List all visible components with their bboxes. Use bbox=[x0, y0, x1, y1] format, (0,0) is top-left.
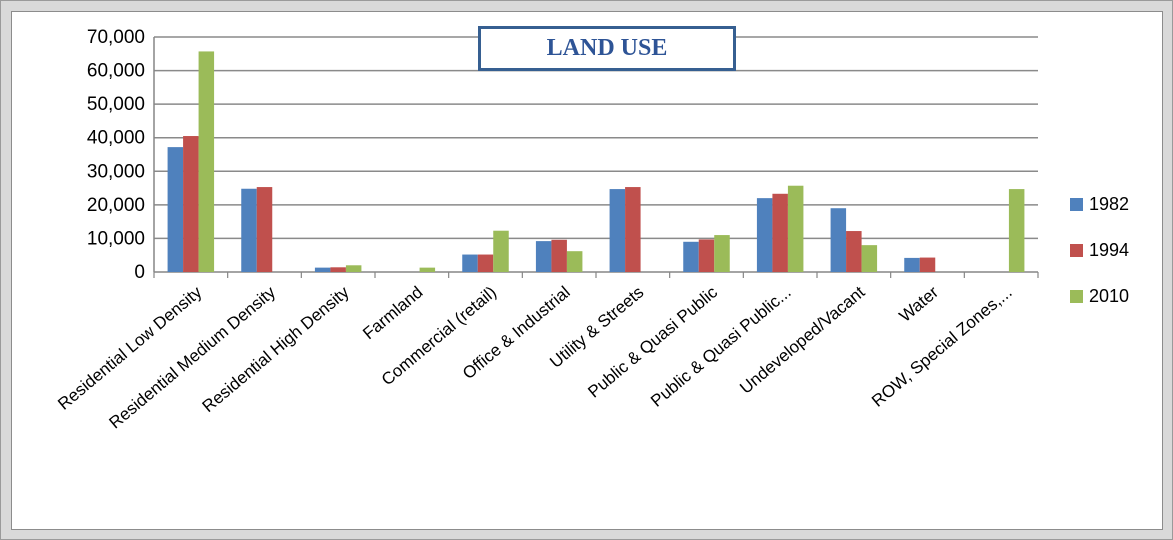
y-tick-label: 30,000 bbox=[87, 161, 145, 182]
bar-2010 bbox=[419, 267, 436, 272]
y-tick-label: 40,000 bbox=[87, 128, 145, 149]
bar-1994 bbox=[772, 193, 788, 272]
y-tick-label: 10,000 bbox=[87, 228, 145, 249]
bar-1982 bbox=[241, 188, 257, 272]
bar-1982 bbox=[756, 198, 773, 272]
legend-swatch-1994 bbox=[1070, 243, 1083, 257]
x-tick-label: Public & Quasi Public bbox=[584, 282, 721, 401]
bar-1994 bbox=[183, 136, 199, 272]
y-tick-label: 50,000 bbox=[87, 94, 145, 115]
bar-1994 bbox=[477, 254, 494, 272]
legend-swatch-2010 bbox=[1070, 289, 1083, 303]
x-tick-label: Farmland bbox=[359, 283, 426, 344]
legend: 1982 1994 2010 bbox=[1070, 193, 1160, 331]
bar-2010 bbox=[861, 245, 878, 272]
chart-title-text: LAND USE bbox=[546, 35, 668, 61]
y-tick-label: 20,000 bbox=[87, 195, 145, 216]
y-tick-label: 0 bbox=[134, 262, 145, 283]
chart-title: LAND USE bbox=[478, 26, 736, 71]
y-tick-label: 70,000 bbox=[87, 27, 145, 48]
bar-2010 bbox=[1008, 189, 1025, 272]
bar-2010 bbox=[566, 251, 583, 272]
bar-1982 bbox=[683, 241, 699, 272]
y-tick-label: 60,000 bbox=[87, 61, 145, 82]
bar-2010 bbox=[493, 230, 509, 272]
x-tick-label: Water bbox=[896, 282, 943, 326]
bar-1994 bbox=[919, 257, 936, 272]
x-tick-label: Residential Low Density bbox=[54, 282, 206, 413]
bar-2010 bbox=[714, 235, 730, 272]
bar-1982 bbox=[904, 257, 920, 272]
legend-item-1982: 1982 bbox=[1070, 193, 1160, 215]
legend-label-2010: 2010 bbox=[1089, 285, 1130, 306]
x-tick-label: ROW, Special Zones,... bbox=[868, 283, 1016, 411]
bar-2010 bbox=[787, 185, 804, 272]
bar-1982 bbox=[830, 208, 847, 272]
bar-1994 bbox=[698, 239, 715, 272]
x-tick-label: Public & Quasi Public... bbox=[647, 283, 795, 411]
bar-1982 bbox=[609, 189, 626, 272]
bar-1982 bbox=[167, 147, 184, 272]
bar-2010 bbox=[198, 51, 215, 272]
bar-1982 bbox=[462, 254, 478, 272]
bar-1994 bbox=[330, 267, 346, 272]
bar-1982 bbox=[535, 241, 552, 272]
bar-1982 bbox=[314, 267, 331, 272]
legend-swatch-1982 bbox=[1070, 197, 1083, 211]
bar-2010 bbox=[345, 265, 362, 272]
x-tick-label: Undeveloped/Vacant bbox=[736, 282, 868, 397]
legend-item-1994: 1994 bbox=[1070, 239, 1160, 261]
bar-1994 bbox=[625, 187, 641, 272]
bar-1994 bbox=[256, 187, 273, 272]
x-tick-label: Residential High Density bbox=[199, 282, 353, 416]
bar-1994 bbox=[846, 231, 862, 272]
legend-label-1994: 1994 bbox=[1089, 239, 1130, 260]
bar-1994 bbox=[551, 239, 567, 272]
legend-item-2010: 2010 bbox=[1070, 285, 1160, 307]
legend-label-1982: 1982 bbox=[1089, 193, 1130, 214]
